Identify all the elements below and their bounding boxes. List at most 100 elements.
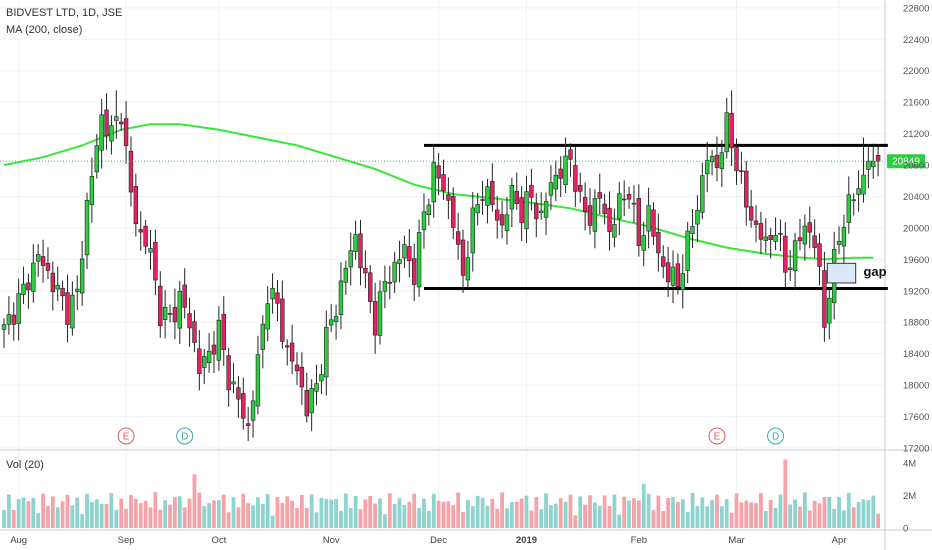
volume-bar [627, 500, 631, 528]
candle-body [192, 321, 197, 343]
dividend-marker[interactable]: D [176, 427, 194, 445]
marker-circle [767, 427, 785, 445]
candle-body [1, 324, 7, 330]
candle-body [411, 258, 417, 285]
candle-body [714, 154, 720, 168]
volume-bar [871, 495, 876, 528]
volume-bar [309, 494, 314, 528]
volume-bar [319, 497, 324, 528]
candle-body [421, 211, 427, 231]
candle-body [114, 116, 119, 121]
volume-bar [426, 510, 431, 528]
earnings-marker[interactable]: E [117, 427, 135, 445]
volume-bar [275, 497, 280, 528]
volume-bar [519, 498, 524, 528]
volume-bar [749, 502, 754, 528]
volume-tick-label: 2M [903, 491, 916, 502]
marker-circle [117, 427, 135, 445]
volume-axis: 4M 2M 0 [903, 458, 916, 534]
earnings-marker[interactable]: E [708, 427, 726, 445]
volume-bar [99, 503, 104, 528]
volume-tick-label: 4M [903, 458, 916, 469]
candle-body [128, 150, 134, 193]
candle-body [324, 326, 329, 378]
candle-body [123, 118, 129, 147]
candle-body [558, 168, 563, 179]
candle-body [289, 342, 295, 362]
volume-bar [2, 510, 6, 528]
volume-bar [407, 502, 412, 528]
candle-body [709, 156, 715, 163]
candle-body [167, 313, 173, 315]
price-tick-label: 17200 [903, 444, 929, 455]
volume-bar [685, 511, 690, 528]
candle-body [294, 364, 300, 372]
volume-bar [475, 495, 480, 528]
candle-body [646, 205, 651, 232]
candle-body [758, 223, 764, 240]
dividend-marker[interactable]: D [767, 427, 785, 445]
volume-bar [119, 498, 124, 528]
candle-body [441, 174, 446, 192]
candle-body [807, 222, 812, 233]
price-tick-label: 20000 [903, 223, 929, 234]
price-axis[interactable]: 17200 17600 18000 18400 18800 19200 19600 20000… [903, 3, 929, 454]
candle-body [94, 145, 99, 173]
volume-bar [290, 500, 295, 528]
volume-bar [41, 493, 45, 528]
volume-bar [148, 507, 153, 528]
volume-bar [544, 493, 548, 528]
candle-body [670, 266, 676, 286]
candle-body [846, 194, 852, 223]
volume-bar [578, 496, 583, 528]
candle-body [690, 226, 695, 234]
candle-body [582, 197, 588, 212]
candle-body [6, 314, 12, 325]
candle-body [426, 204, 432, 215]
volume-tick-label: 0 [903, 524, 908, 535]
candle-body [856, 188, 861, 195]
volume-bar [622, 496, 627, 528]
volume-bar [466, 500, 470, 528]
time-tick-label: 2019 [516, 535, 537, 546]
volume-bar [129, 495, 133, 528]
price-tick-label: 19600 [903, 255, 929, 266]
candle-body [802, 225, 808, 245]
marker-letter: E [714, 432, 721, 443]
volume-bar [788, 504, 793, 528]
candle-body [348, 250, 353, 268]
candle-body [490, 180, 495, 205]
candle-body [416, 232, 422, 288]
candle-body [592, 198, 598, 232]
candle-body [270, 287, 275, 300]
candle-body [871, 160, 876, 168]
volume-bar [383, 514, 387, 528]
candle-body [861, 174, 866, 195]
candle-body [788, 267, 793, 271]
candle-body [822, 270, 827, 328]
volume-bar [822, 496, 827, 528]
candle-body [333, 316, 339, 323]
volume-bar [612, 494, 617, 528]
volume-bar [710, 500, 714, 528]
candle-body [451, 196, 456, 228]
volume-bar [158, 509, 163, 528]
candle-body [729, 112, 734, 149]
candle-body [55, 284, 60, 290]
volume-bar [216, 500, 221, 528]
candle-body [431, 162, 436, 203]
volume-bar [446, 501, 451, 528]
candle-body [534, 203, 539, 220]
candle-body [446, 194, 451, 201]
candle-body [45, 262, 51, 271]
candle-body [524, 191, 529, 230]
volume-bar [138, 503, 143, 528]
volume-bar [85, 493, 89, 528]
time-axis[interactable]: Aug Sep Oct Nov Dec 2019 Feb Mar Apr [10, 535, 846, 546]
volume-bar [470, 506, 475, 528]
candle-body [221, 313, 226, 351]
candle-body [275, 292, 280, 304]
